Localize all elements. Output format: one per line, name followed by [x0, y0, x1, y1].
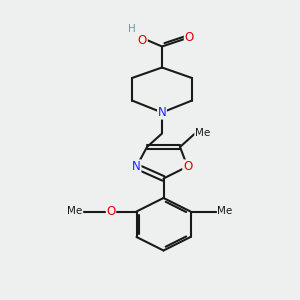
Text: N: N	[132, 160, 141, 173]
Text: O: O	[183, 160, 192, 173]
Text: N: N	[158, 106, 166, 119]
Text: O: O	[138, 34, 147, 47]
Text: Me: Me	[218, 206, 232, 217]
Text: Me: Me	[195, 128, 210, 139]
Text: Me: Me	[68, 206, 82, 217]
Text: O: O	[106, 205, 116, 218]
Text: H: H	[128, 23, 136, 34]
Text: O: O	[184, 31, 194, 44]
